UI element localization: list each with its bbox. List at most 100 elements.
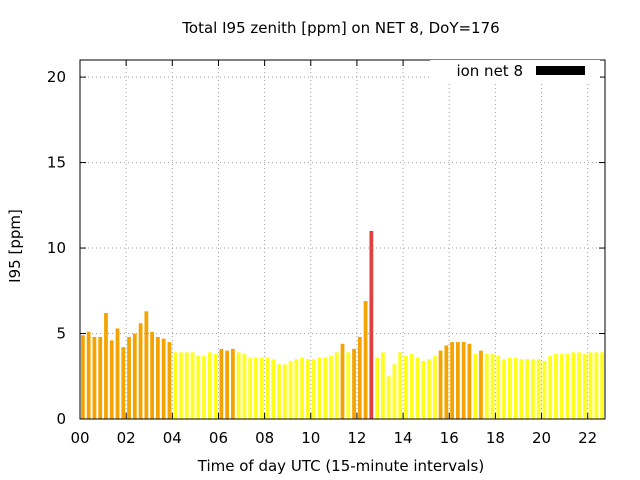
bar [236, 352, 241, 419]
bar [496, 355, 501, 419]
x-tick-label: 14 [394, 429, 413, 447]
bar [81, 335, 85, 419]
bar [559, 354, 564, 419]
bar [329, 355, 333, 419]
bar [104, 313, 108, 419]
bar [184, 352, 189, 419]
bar [381, 352, 385, 419]
bar [582, 354, 587, 419]
bar [207, 352, 212, 419]
bar [421, 360, 426, 419]
bar [542, 360, 547, 419]
bar [525, 359, 529, 419]
bar [150, 331, 154, 419]
bar [311, 359, 316, 419]
bar [115, 328, 120, 419]
x-tick-label: 08 [255, 429, 274, 447]
legend-label: ion net 8 [456, 62, 523, 80]
x-axis-label: Time of day UTC (15-minute intervals) [197, 457, 484, 475]
bar [536, 359, 541, 419]
bar [323, 357, 328, 419]
bar [565, 354, 570, 419]
bar [144, 311, 149, 419]
bar [363, 301, 368, 419]
bar [254, 357, 258, 419]
bar [190, 352, 195, 419]
bar [519, 359, 524, 419]
bar [173, 352, 178, 419]
bar [225, 350, 229, 419]
bar [502, 359, 506, 419]
bar [450, 342, 454, 419]
bar [386, 376, 391, 419]
axes [79, 59, 606, 420]
bar [438, 350, 443, 419]
bar [600, 352, 604, 419]
x-tick-label: 18 [486, 429, 505, 447]
bar [357, 336, 362, 419]
bar [467, 343, 472, 419]
bar [167, 342, 172, 419]
bar [86, 331, 91, 419]
x-tick-label: 22 [578, 429, 597, 447]
bar [300, 357, 304, 419]
bar [294, 359, 299, 419]
bar [242, 354, 247, 419]
bar [554, 354, 558, 419]
legend: ion net 8 [430, 60, 600, 82]
bar [507, 357, 512, 419]
bar [132, 333, 137, 419]
bar [92, 336, 97, 419]
bar [484, 354, 489, 419]
bar [479, 350, 483, 419]
x-tick-label: 12 [347, 429, 366, 447]
bar [404, 355, 408, 419]
bar [375, 357, 379, 419]
bar [548, 355, 553, 419]
y-tick-label: 10 [47, 239, 66, 257]
legend-swatch [536, 66, 585, 75]
x-tick-label: 16 [440, 429, 459, 447]
bar [231, 348, 235, 419]
bar [456, 342, 460, 419]
bar [213, 354, 218, 419]
bar [121, 347, 126, 419]
bar [317, 357, 322, 419]
chart-title: Total I95 zenith [ppm] on NET 8, DoY=176 [181, 19, 499, 37]
x-tick-label: 06 [209, 429, 228, 447]
legend-box-background [430, 60, 600, 82]
bar [334, 352, 339, 419]
bar [577, 352, 581, 419]
bar [588, 352, 593, 419]
bar [369, 230, 374, 419]
x-tick-label: 02 [117, 429, 136, 447]
bar [392, 364, 397, 419]
bar [340, 343, 345, 419]
bar [265, 357, 270, 419]
bar [427, 359, 431, 419]
bar [415, 357, 420, 419]
tick-labels: 0 5 10 15 20 00 02 04 06 08 10 12 14 16 18 20 22 [47, 68, 597, 447]
y-tick-label: 0 [56, 410, 66, 428]
bar [98, 336, 103, 419]
bar [282, 364, 287, 419]
bar [346, 352, 351, 419]
bars [81, 230, 604, 419]
x-tick-label: 10 [301, 429, 320, 447]
y-tick-label: 5 [56, 325, 66, 343]
bar [398, 352, 403, 419]
bar [277, 364, 281, 419]
y-tick-label: 15 [47, 154, 66, 172]
bar [513, 357, 518, 419]
bar [138, 323, 143, 419]
bar [271, 359, 276, 419]
bar [571, 352, 576, 419]
bar [531, 359, 535, 419]
y-axis-label: I95 [ppm] [6, 209, 24, 283]
bar [156, 336, 160, 419]
bar [202, 355, 206, 419]
plot-frame [79, 59, 606, 420]
bar [432, 355, 437, 419]
y-tick-label: 20 [47, 68, 66, 86]
